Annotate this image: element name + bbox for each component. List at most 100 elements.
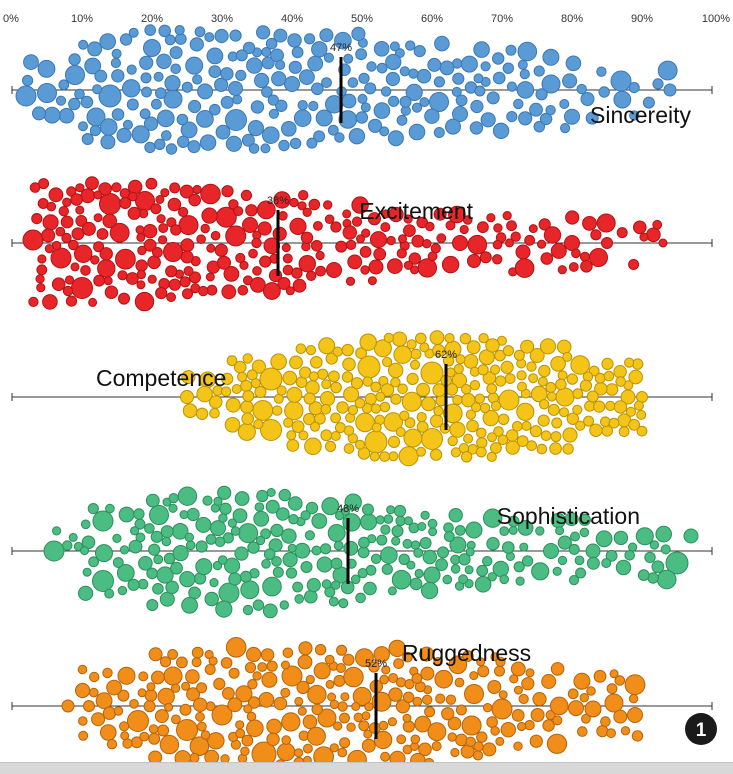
data-point xyxy=(116,127,132,143)
data-point xyxy=(148,647,163,662)
data-point xyxy=(163,666,183,686)
data-point xyxy=(62,285,74,297)
data-point xyxy=(413,548,424,558)
data-point xyxy=(97,259,116,278)
data-point xyxy=(275,59,286,71)
data-point xyxy=(232,508,248,523)
data-point xyxy=(358,72,370,84)
data-point xyxy=(268,538,283,553)
data-point xyxy=(288,496,303,511)
data-point xyxy=(222,687,235,700)
data-point xyxy=(359,246,372,258)
data-point xyxy=(453,363,464,374)
data-point xyxy=(357,546,370,559)
data-point xyxy=(128,191,138,202)
data-point xyxy=(464,565,474,575)
data-point xyxy=(550,431,562,443)
data-point xyxy=(636,409,647,420)
data-point xyxy=(185,669,200,684)
data-point xyxy=(362,376,373,387)
data-point xyxy=(436,233,447,244)
data-point xyxy=(80,519,91,530)
data-point xyxy=(568,700,584,717)
data-point xyxy=(137,688,147,698)
data-point xyxy=(387,435,401,448)
data-point xyxy=(196,682,208,694)
data-point xyxy=(347,254,363,270)
data-point xyxy=(447,435,458,447)
series-name-label: Sophistication xyxy=(497,503,640,529)
data-point xyxy=(633,400,644,411)
data-point xyxy=(343,443,355,454)
data-point xyxy=(368,661,380,673)
data-point xyxy=(131,125,150,144)
data-point xyxy=(566,373,578,385)
data-point xyxy=(326,262,342,278)
data-point xyxy=(379,451,391,462)
data-point xyxy=(402,538,413,549)
data-point xyxy=(566,412,579,425)
data-point xyxy=(517,381,527,392)
data-point xyxy=(427,57,442,72)
data-point xyxy=(466,340,481,355)
data-point xyxy=(605,383,619,396)
data-point xyxy=(448,508,463,523)
data-point xyxy=(214,28,229,44)
data-point xyxy=(87,503,99,515)
data-point xyxy=(192,74,203,85)
series-name-label: Sincereity xyxy=(590,102,691,128)
data-point xyxy=(628,82,640,94)
data-point xyxy=(550,356,566,372)
data-point xyxy=(117,689,130,702)
data-point xyxy=(237,371,248,382)
data-point xyxy=(504,373,516,385)
data-point xyxy=(315,109,333,127)
data-point xyxy=(473,73,484,84)
data-point xyxy=(254,72,270,89)
data-point xyxy=(380,751,391,762)
data-point xyxy=(355,48,368,61)
data-point xyxy=(148,543,161,556)
data-point xyxy=(385,71,400,87)
data-point xyxy=(182,288,193,300)
data-point xyxy=(448,205,466,224)
data-point xyxy=(238,523,259,544)
data-point xyxy=(247,696,261,709)
data-point xyxy=(628,369,644,385)
data-point xyxy=(159,734,180,755)
data-point xyxy=(89,687,99,698)
data-point xyxy=(408,252,421,265)
data-point xyxy=(311,703,323,716)
data-point xyxy=(93,274,105,287)
data-point xyxy=(302,743,313,754)
data-point xyxy=(271,71,287,87)
data-point xyxy=(92,570,114,592)
data-point xyxy=(270,48,285,63)
data-point xyxy=(260,419,282,441)
data-point xyxy=(329,699,340,710)
data-point xyxy=(281,712,301,732)
data-point xyxy=(118,506,135,523)
data-point xyxy=(228,81,243,96)
data-point xyxy=(73,541,84,552)
data-point xyxy=(240,379,253,392)
data-point xyxy=(583,415,595,427)
data-point xyxy=(182,403,198,419)
data-point xyxy=(156,214,166,224)
data-point xyxy=(330,221,342,233)
data-point xyxy=(656,569,677,590)
data-point xyxy=(402,713,412,723)
data-point xyxy=(330,431,341,441)
data-point xyxy=(514,258,535,278)
data-point xyxy=(562,443,574,455)
data-point xyxy=(361,228,371,238)
data-point xyxy=(582,216,597,231)
data-point xyxy=(43,540,65,562)
data-point xyxy=(398,234,407,244)
data-point xyxy=(358,536,370,549)
median-value-label: 48% xyxy=(337,503,359,515)
data-point xyxy=(92,84,103,95)
data-point xyxy=(416,412,427,423)
data-point xyxy=(227,697,243,713)
data-point xyxy=(220,95,234,109)
